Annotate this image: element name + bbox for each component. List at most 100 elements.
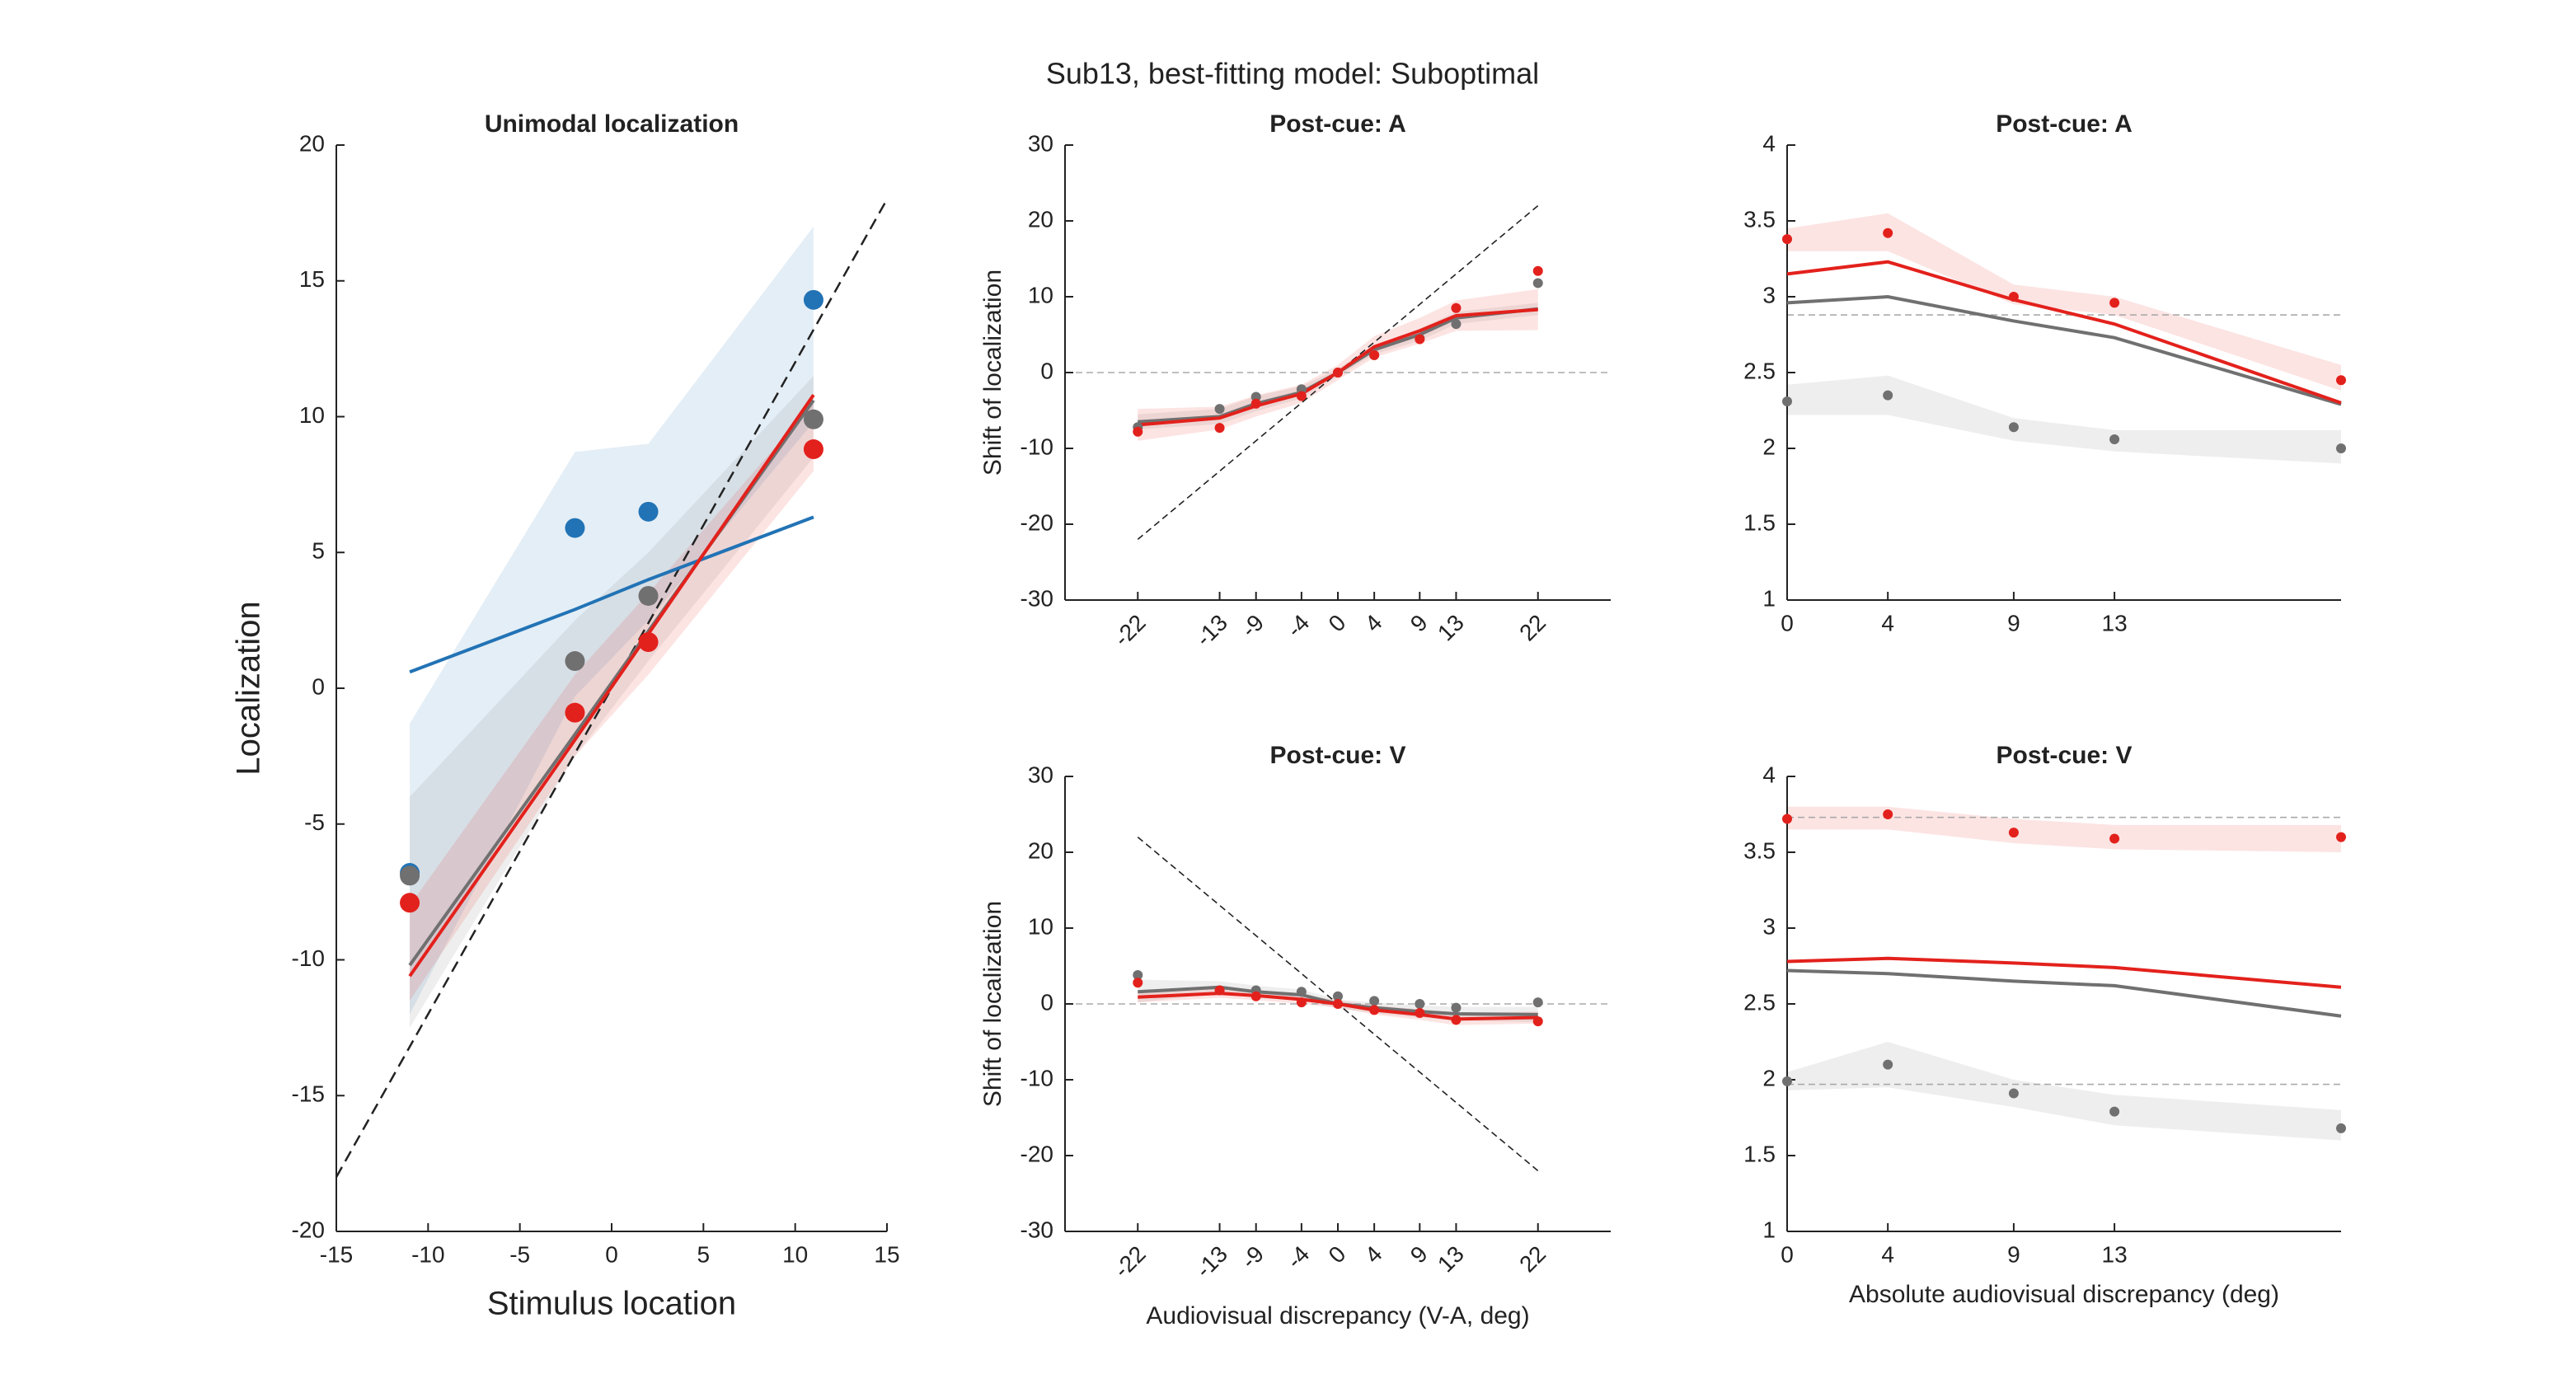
data-point xyxy=(1369,349,1380,360)
confidence-band xyxy=(1787,375,2341,464)
x-tick-label: -5 xyxy=(509,1241,530,1267)
model-fit-line xyxy=(408,394,815,978)
x-tick-label: 4 xyxy=(1881,610,1894,635)
data-point xyxy=(1333,991,1343,1001)
y-axis-label: Shift of localization xyxy=(979,270,1006,476)
x-tick-label: 9 xyxy=(2007,1241,2020,1267)
data-point xyxy=(638,585,659,606)
data-point xyxy=(1250,991,1261,1001)
x-tick-label: -13 xyxy=(1190,1241,1232,1283)
confidence-band xyxy=(1138,302,1538,429)
data-point xyxy=(1451,302,1462,313)
data-point xyxy=(2336,832,2346,842)
y-tick-label: 10 xyxy=(1028,282,1053,307)
x-tick-label: 13 xyxy=(2102,610,2128,635)
y-tick-label: 0 xyxy=(312,673,325,699)
data-point xyxy=(2109,1106,2120,1117)
data-point xyxy=(2336,443,2346,453)
data-point xyxy=(1451,1015,1462,1025)
y-tick-label: 2.5 xyxy=(1743,989,1776,1015)
x-tick-label: -22 xyxy=(1109,1241,1151,1283)
x-tick-label: 5 xyxy=(697,1241,711,1267)
y-tick-label: 20 xyxy=(1028,206,1053,232)
data-point xyxy=(2109,833,2120,844)
reference-line xyxy=(335,199,889,1178)
x-tick-label: 9 xyxy=(2007,610,2020,635)
y-tick-label: 4 xyxy=(1762,762,1776,787)
data-point xyxy=(1333,368,1343,377)
panel: 1 1.5 2 2.5 3 3.5 4 0 4 9 13 Post-cue: A xyxy=(1743,110,2346,635)
data-point xyxy=(1532,265,1543,276)
confidence-band xyxy=(1787,806,2341,852)
data-point xyxy=(1415,1008,1425,1019)
data-point xyxy=(638,501,659,522)
y-tick-label: 3.5 xyxy=(1743,837,1776,863)
data-point xyxy=(565,518,585,538)
y-tick-label: 0 xyxy=(1040,358,1053,383)
x-tick-label: 13 xyxy=(1433,610,1469,646)
y-tick-label: 1.5 xyxy=(1743,1141,1776,1166)
y-tick-label: 0 xyxy=(1040,989,1053,1015)
data-point xyxy=(2336,1123,2346,1133)
data-point xyxy=(1296,391,1307,401)
y-tick-label: 3 xyxy=(1762,282,1776,307)
data-point xyxy=(1133,970,1143,981)
data-point xyxy=(1782,396,1792,406)
data-point xyxy=(1214,404,1225,415)
data-point xyxy=(2008,292,2019,302)
y-axis-label: Localization xyxy=(231,601,267,775)
x-tick-label: -4 xyxy=(1282,610,1315,643)
model-fit-line xyxy=(409,515,814,674)
x-tick-label: 9 xyxy=(1405,610,1433,637)
x-tick-label: -10 xyxy=(411,1241,444,1267)
y-tick-label: 1 xyxy=(1762,1217,1776,1242)
y-tick-label: 2.5 xyxy=(1743,358,1776,383)
data-point xyxy=(1369,1005,1380,1015)
data-point xyxy=(638,631,659,652)
data-point xyxy=(2109,434,2120,444)
x-tick-label: -4 xyxy=(1282,1241,1315,1274)
confidence-band xyxy=(1787,1042,2341,1141)
data-point xyxy=(2008,1088,2019,1099)
confidence-band xyxy=(410,403,814,1001)
figure-title: Sub13, best-fitting model: Suboptimal xyxy=(1046,57,1539,91)
data-point xyxy=(803,289,823,310)
x-axis-label: Absolute audiovisual discrepancy (deg) xyxy=(1849,1281,2279,1308)
data-point xyxy=(1133,426,1143,437)
y-tick-label: -10 xyxy=(292,945,325,971)
data-point xyxy=(1296,987,1307,997)
confidence-band xyxy=(410,226,814,1015)
model-fit-line xyxy=(1786,294,2342,406)
panel-title: Unimodal localization xyxy=(485,110,739,138)
data-point xyxy=(1451,319,1462,330)
data-point xyxy=(1415,999,1425,1009)
data-point xyxy=(2109,298,2120,308)
data-point xyxy=(1296,997,1307,1008)
x-tick-label: 22 xyxy=(1514,610,1551,646)
data-point xyxy=(565,651,585,672)
data-point xyxy=(1782,1076,1792,1086)
x-tick-label: -22 xyxy=(1109,610,1151,652)
panel-title: Post-cue: V xyxy=(1996,742,2132,769)
y-tick-label: 10 xyxy=(299,402,325,428)
data-point xyxy=(1451,1002,1462,1013)
data-point xyxy=(400,865,420,886)
data-point xyxy=(1782,234,1792,245)
data-point xyxy=(803,439,823,460)
data-point xyxy=(1250,398,1261,409)
x-tick-label: 0 xyxy=(605,1241,618,1267)
data-point xyxy=(2008,828,2019,838)
y-tick-label: 15 xyxy=(299,266,325,292)
x-tick-label: 15 xyxy=(874,1241,899,1267)
y-tick-label: -20 xyxy=(1021,1141,1053,1166)
panel-title: Post-cue: A xyxy=(1996,110,2133,138)
y-tick-label: 10 xyxy=(1028,913,1053,939)
model-fit-line xyxy=(1786,956,2342,989)
x-axis-label: Stimulus location xyxy=(487,1286,736,1322)
y-tick-label: -10 xyxy=(1021,434,1053,459)
y-tick-label: 1 xyxy=(1762,585,1776,611)
y-axis-label: Shift of localization xyxy=(979,901,1006,1107)
